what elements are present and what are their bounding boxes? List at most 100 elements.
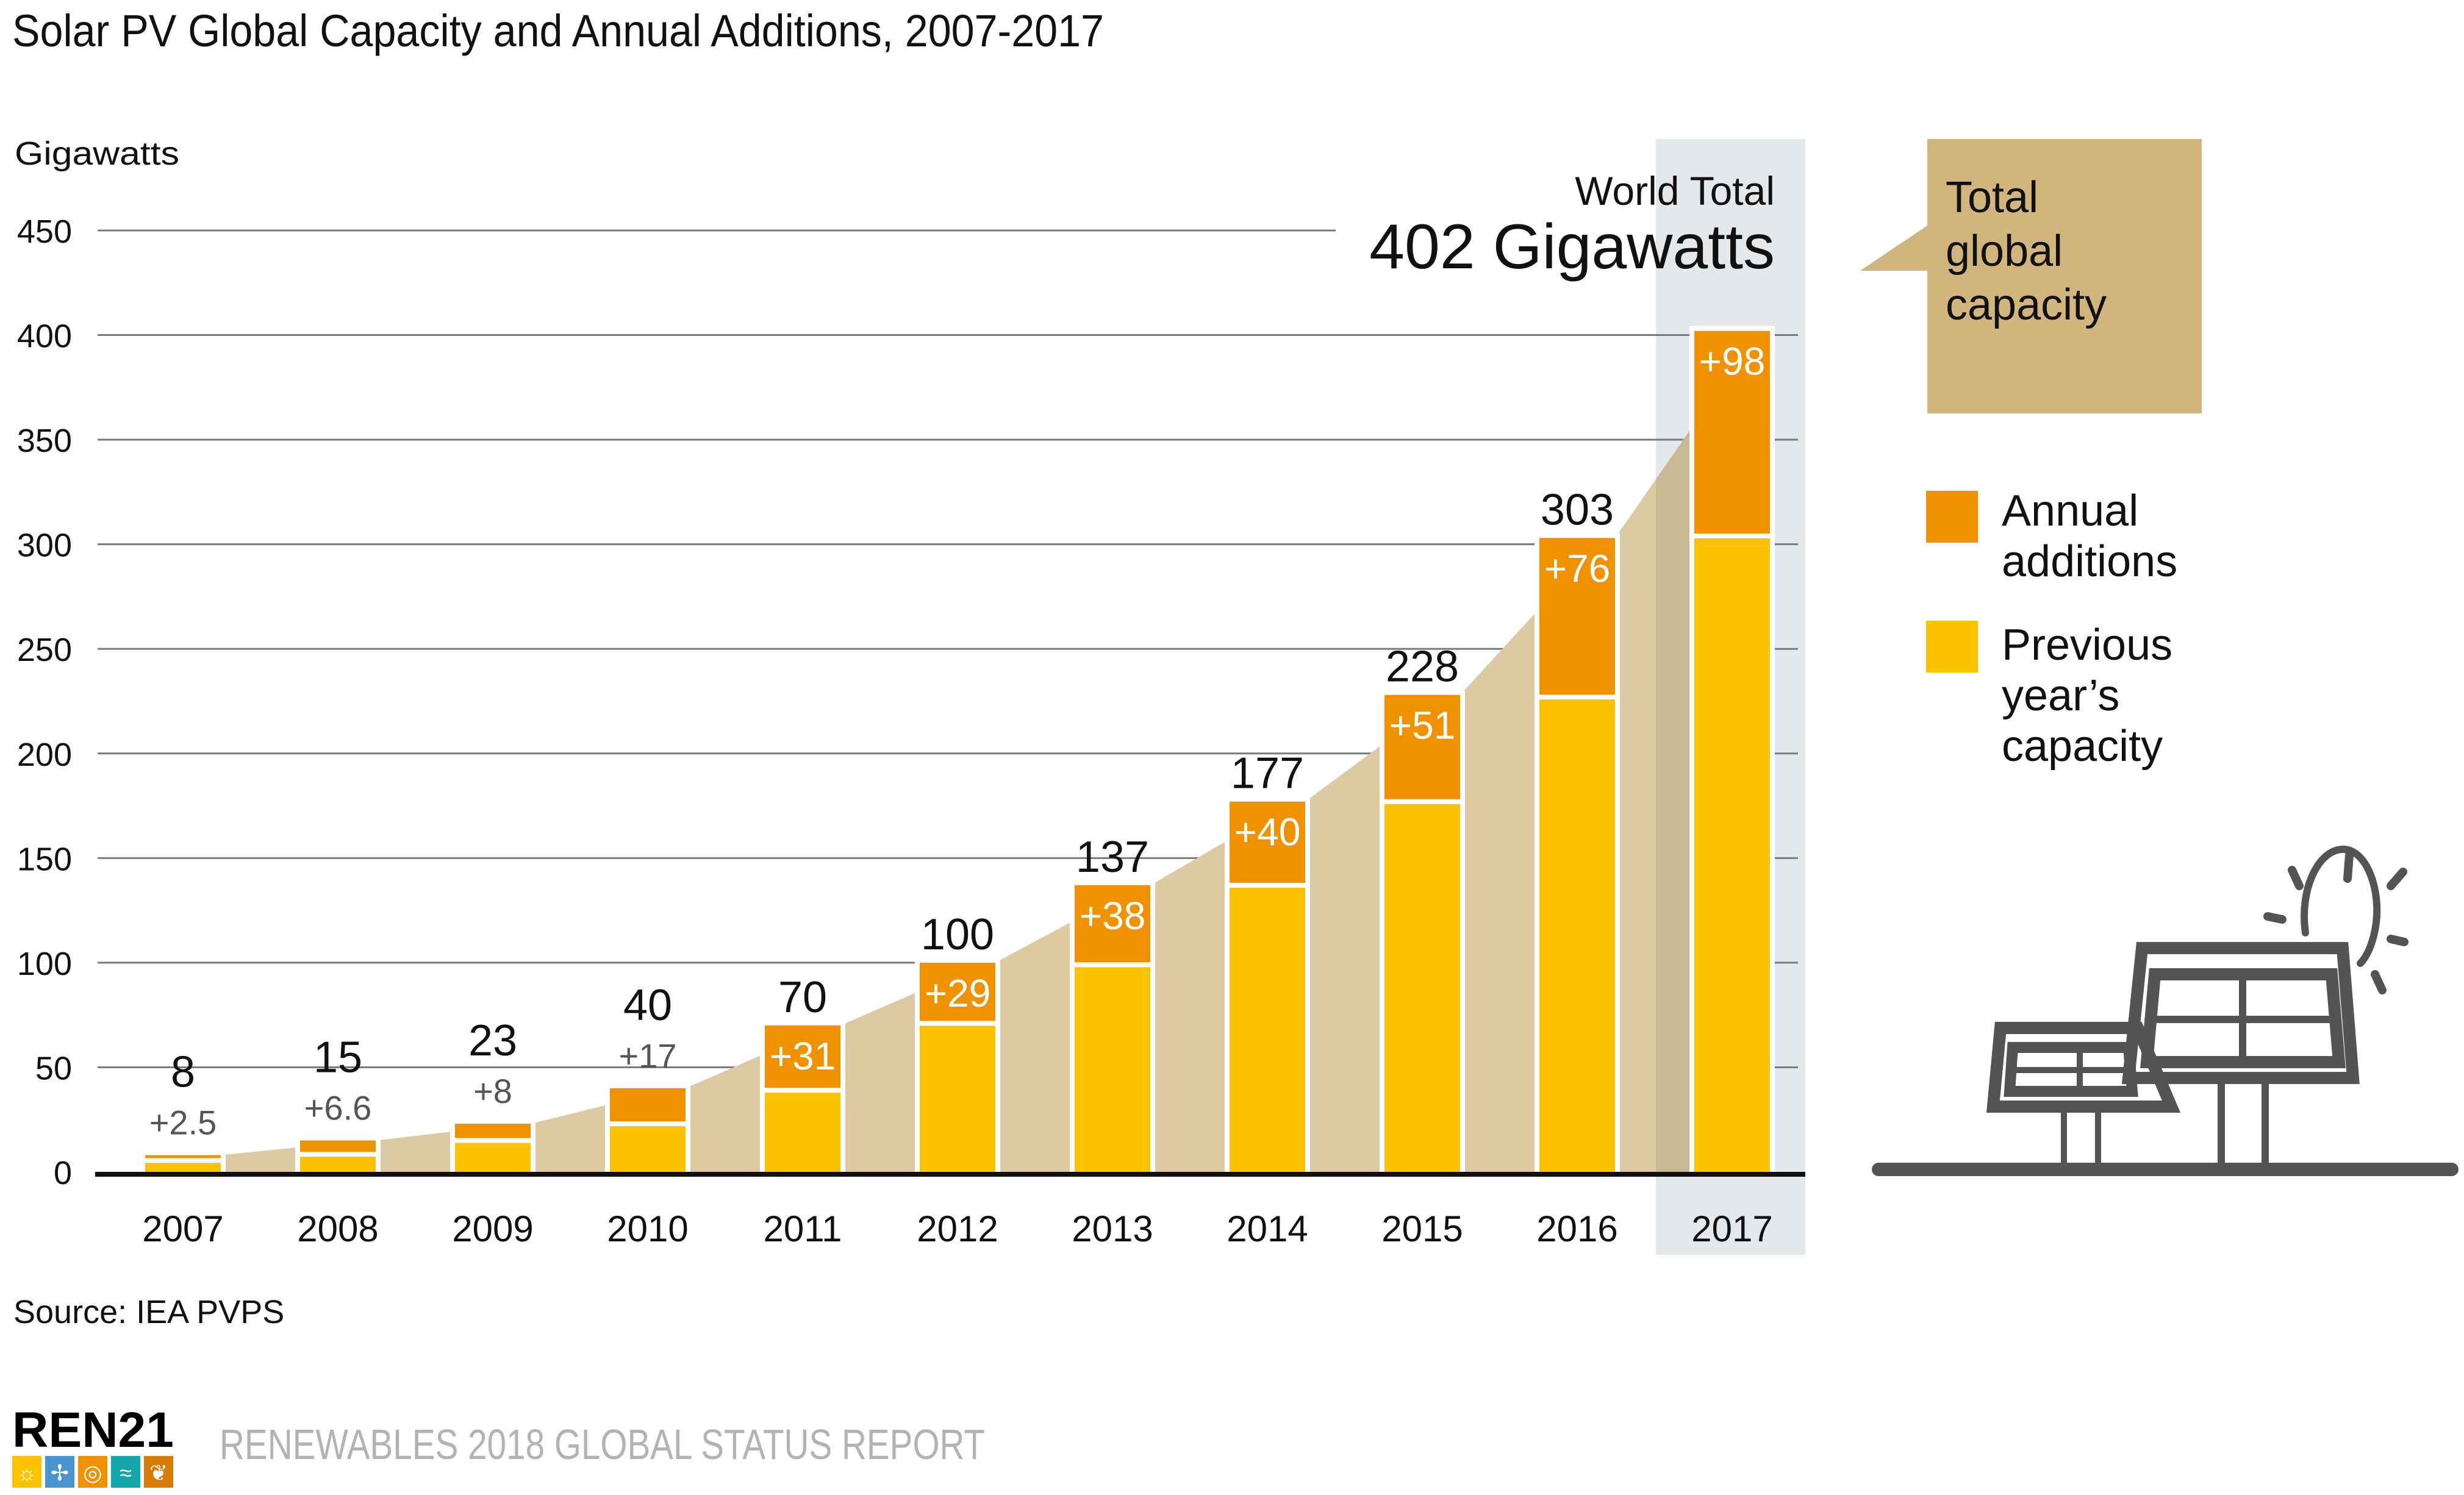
x-tick-label: 2007 (142, 1208, 223, 1249)
addition-label: +6.6 (304, 1089, 372, 1127)
addition-label: +31 (770, 1034, 836, 1078)
bar-previous-capacity (610, 1126, 686, 1172)
legend-label-annual-additions-2: additions (2002, 537, 2177, 586)
water-wave-icon-glyph: ≈ (120, 1460, 132, 1485)
leaf-icon-glyph: ❦ (149, 1460, 168, 1485)
total-label: 15 (313, 1033, 362, 1082)
y-tick-label: 250 (17, 632, 72, 668)
callout-pointer (1860, 226, 1927, 271)
world-total-value: 402 Gigawatts (1369, 212, 1775, 282)
bar-previous-capacity (765, 1093, 840, 1172)
solar-panels-icon (1872, 846, 2459, 1176)
callout-line-1: Total (1946, 173, 2038, 222)
bar-annual-addition (1384, 694, 1460, 799)
x-tick-label: 2010 (607, 1208, 688, 1249)
ren21-logo: REN21 (12, 1402, 174, 1458)
bar-previous-capacity (1384, 804, 1460, 1172)
y-tick-label: 450 (17, 213, 72, 250)
sun-icon: ☼ (12, 1456, 41, 1488)
legend-swatch-annual-additions (1926, 491, 1978, 543)
total-label: 70 (778, 973, 827, 1022)
y-tick-label: 200 (17, 737, 72, 773)
bar-previous-capacity (455, 1143, 531, 1172)
addition-label: +38 (1080, 894, 1146, 938)
flame-icon-tile (78, 1456, 107, 1488)
y-tick-label: 300 (17, 527, 72, 564)
logo-icons: ☼ ✢ ◎ ≈ ❦ (12, 1456, 173, 1488)
x-tick-label: 2015 (1381, 1208, 1463, 1249)
bar-annual-addition (610, 1088, 686, 1122)
bar-annual-addition (1694, 330, 1770, 533)
total-label: 23 (468, 1016, 517, 1065)
bar-annual-addition (1075, 885, 1150, 963)
x-tick-label: 2016 (1536, 1208, 1617, 1249)
x-tick-label: 2013 (1072, 1208, 1153, 1249)
y-tick-label: 50 (35, 1050, 72, 1086)
x-tick-label: 2017 (1691, 1208, 1772, 1249)
sun-arc (2301, 846, 2381, 967)
bars (140, 326, 1775, 1172)
sun-ray (2343, 851, 2354, 883)
sun-ray (2263, 912, 2287, 924)
x-tick-label: 2011 (763, 1208, 842, 1249)
callout-line-3: capacity (1946, 280, 2107, 329)
y-axis-label: Gigawatts (15, 135, 179, 172)
water-wave-icon: ≈ (111, 1456, 140, 1488)
bar-annual-addition (455, 1124, 531, 1138)
bar-annual-addition (145, 1155, 221, 1158)
legend-label-previous-capacity-2: year’s (2002, 671, 2119, 720)
total-label: 40 (623, 981, 672, 1030)
addition-label: +29 (925, 971, 991, 1015)
wind-turbine-icon-tile (45, 1456, 74, 1488)
legend: Annual additions Previous year’s capacit… (1926, 487, 2177, 771)
y-tick-label: 0 (54, 1155, 72, 1191)
bar-annual-addition (765, 1025, 840, 1088)
bar-previous-capacity (1694, 538, 1770, 1172)
world-total-label: World Total (1575, 168, 1775, 213)
x-tick-label: 2009 (452, 1208, 533, 1249)
addition-label: +8 (473, 1072, 512, 1110)
bar-previous-capacity (1539, 699, 1615, 1172)
addition-label: +17 (619, 1037, 677, 1075)
callout-line-2: global (1946, 227, 2063, 276)
back-panel-inner (2004, 1042, 2138, 1097)
bar-previous-capacity (300, 1157, 376, 1172)
total-capacity-area (145, 330, 1770, 1172)
bar-annual-addition (920, 962, 995, 1021)
x-tick-label: 2008 (297, 1208, 378, 1249)
bar-previous-capacity (1230, 887, 1305, 1172)
addition-label: +98 (1699, 340, 1766, 384)
source-note: Source: IEA PVPS (13, 1294, 284, 1330)
y-tick-labels: 0 50 100 150 200 250 300 350 400 450 (17, 213, 72, 1191)
sun-ray (2387, 935, 2408, 946)
callout-box (1927, 139, 2202, 413)
chart-title: Solar PV Global Capacity and Annual Addi… (12, 5, 1104, 56)
bar-annual-addition (300, 1140, 376, 1152)
water-wave-icon-tile (111, 1456, 140, 1488)
x-tick-label: 2012 (917, 1208, 998, 1249)
wind-turbine-icon: ✢ (45, 1456, 74, 1488)
bar-previous-capacity (1075, 967, 1150, 1172)
addition-label: +76 (1544, 546, 1611, 590)
y-tick-label: 350 (17, 423, 72, 459)
total-label: 177 (1231, 749, 1304, 798)
front-panel-inner (2140, 968, 2346, 1068)
flame-icon-glyph: ◎ (83, 1460, 102, 1485)
y-tick-label: 400 (17, 318, 72, 355)
sun-ray (2387, 868, 2407, 890)
total-label: 228 (1386, 643, 1459, 691)
data-labels: 8 +2.5 15 +6.6 23 +8 40 +17 70 +31 100 +29 137 +38 177… (149, 340, 1766, 1142)
legend-swatch-previous-capacity (1926, 621, 1978, 673)
back-panel-frame (1986, 1022, 2181, 1113)
x-tick-labels: 2007 2008 2009 2010 2011 2012 2013 2014 2015 2016… (142, 1208, 1772, 1249)
sun-icon-tile (12, 1456, 41, 1488)
x-tick-label: 2014 (1227, 1208, 1308, 1249)
wind-turbine-icon-glyph: ✢ (51, 1460, 69, 1485)
total-label: 100 (921, 910, 994, 959)
total-label: 8 (171, 1048, 195, 1097)
sun-ray (2288, 866, 2304, 890)
flame-icon: ◎ (78, 1456, 107, 1488)
y-tick-label: 150 (17, 841, 72, 877)
total-label: 137 (1076, 833, 1149, 882)
